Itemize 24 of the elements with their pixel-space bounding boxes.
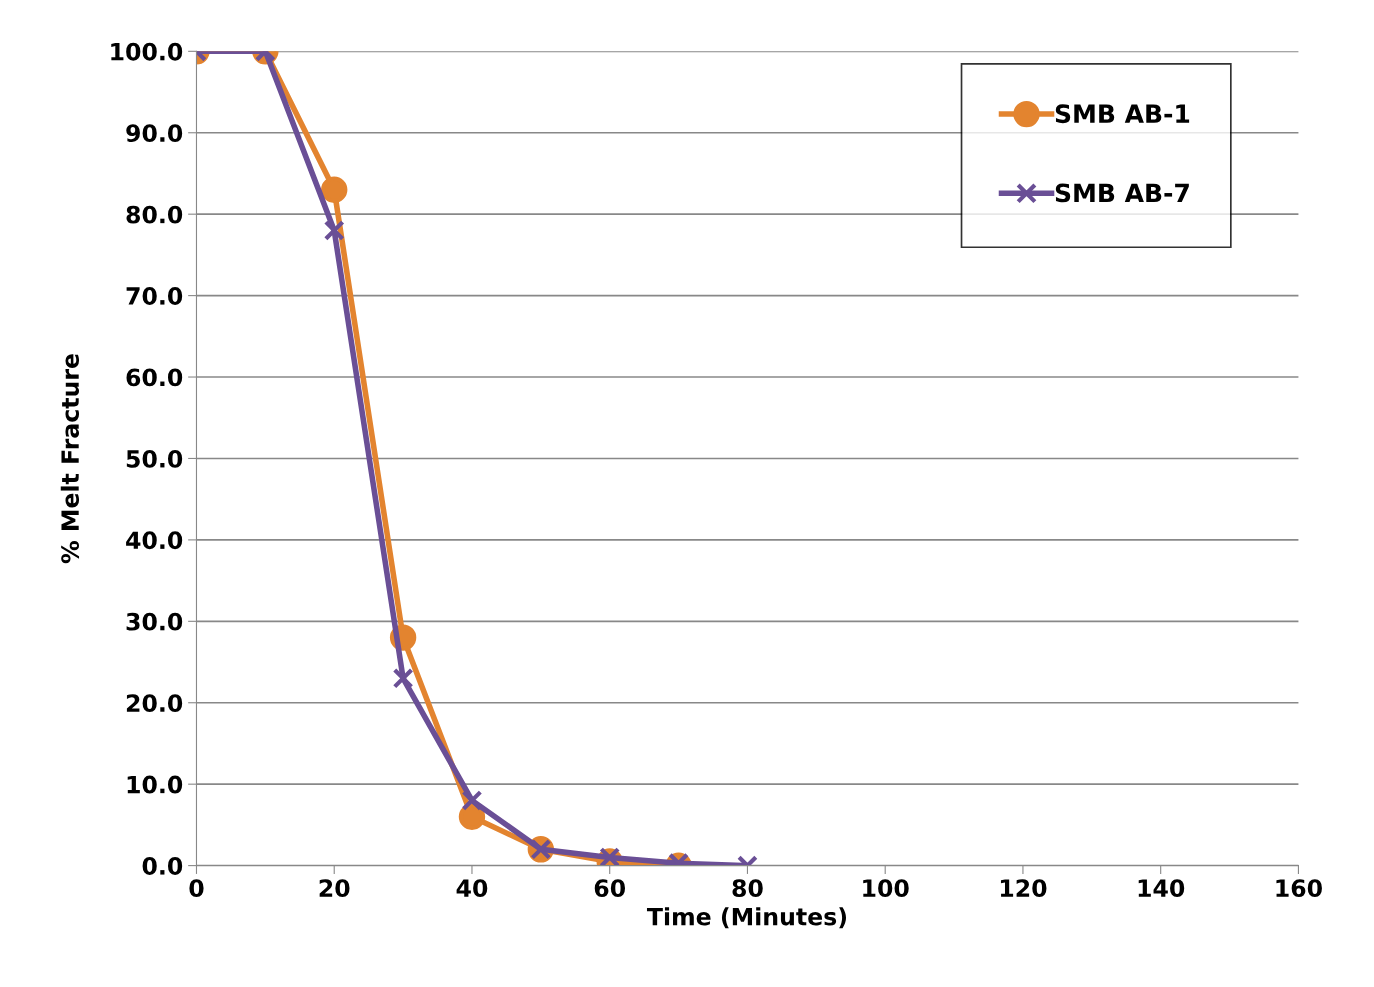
- y-tick-label: 40.0: [126, 531, 183, 550]
- x-tick-label: 100: [863, 879, 909, 898]
- y-tick-label: 0.0: [142, 857, 183, 875]
- x-tick-label: 0: [189, 879, 204, 898]
- y-tick-label: 60.0: [126, 368, 183, 387]
- y-tick-label: 90.0: [126, 124, 183, 143]
- y-tick-label: 100.0: [111, 42, 183, 61]
- y-tick-label: 10.0: [127, 775, 183, 794]
- y-tick-label: 70.0: [126, 287, 183, 305]
- legend-label: SMB AB-1: [1055, 104, 1190, 124]
- x-tick-label: 80: [732, 879, 763, 898]
- x-tick-label: 40: [456, 879, 488, 898]
- y-axis-title: % Melt Fracture: [60, 354, 80, 564]
- x-tick-label: 160: [1276, 879, 1322, 898]
- y-tick-label: 30.0: [126, 612, 183, 631]
- x-tick-label: 60: [594, 879, 626, 898]
- x-axis-title: Time (Minutes): [646, 907, 847, 929]
- y-tick-label: 20.0: [126, 694, 183, 713]
- x-tick-label: 140: [1138, 879, 1185, 898]
- legend-label: SMB AB-7: [1055, 183, 1189, 203]
- x-tick-label: 20: [319, 879, 350, 898]
- y-tick-label: 50.0: [126, 449, 183, 468]
- y-tick-label: 80.0: [126, 205, 183, 224]
- x-tick-label: 120: [1000, 879, 1047, 898]
